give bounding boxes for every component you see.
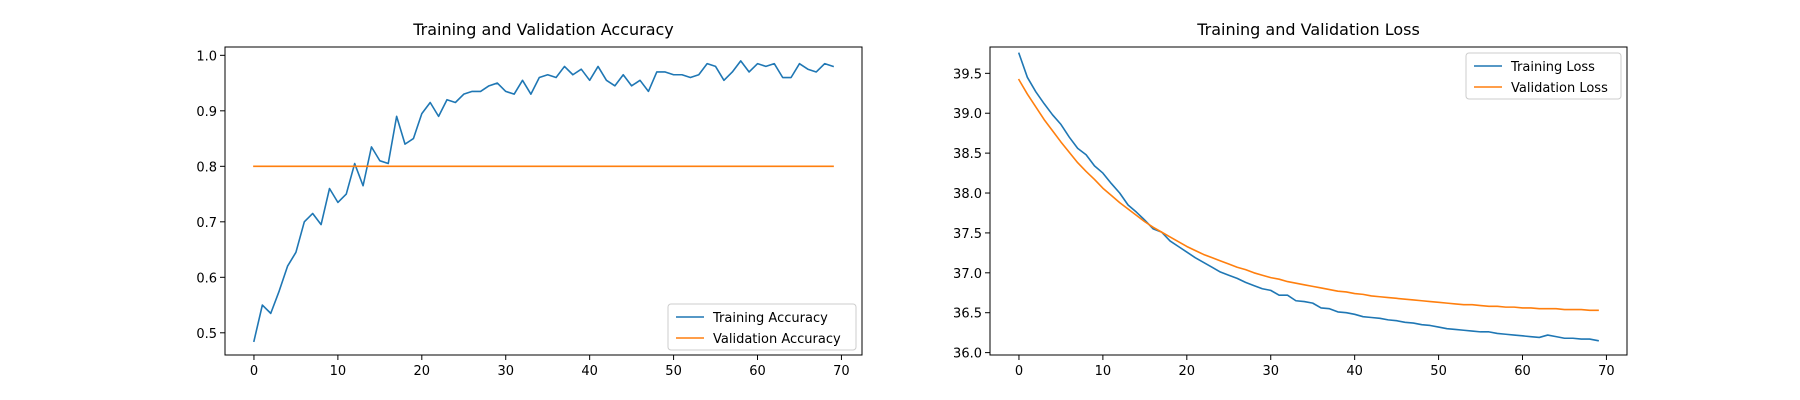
x-tick-label: 70 (833, 364, 850, 379)
loss-chart: Training and Validation Loss 0 10 20 30 40 50 6… (953, 20, 1628, 379)
y-tick-label: 36.5 (953, 307, 982, 322)
series-line-training-loss (1017, 52, 1599, 342)
plot-frame (989, 46, 1628, 356)
x-tick-label: 40 (581, 364, 598, 379)
x-tick-label: 50 (665, 364, 682, 379)
legend-label: Training Loss (1510, 60, 1595, 75)
plot-frame (224, 46, 863, 356)
x-tick-label: 60 (1514, 364, 1531, 379)
y-tick-label: 36.0 (953, 347, 982, 362)
x-tick-label: 0 (250, 364, 258, 379)
x-tick-label: 10 (330, 364, 347, 379)
series-line-validation-loss (1017, 78, 1599, 312)
legend-box (1465, 52, 1622, 100)
y-tick-label: 39.0 (953, 107, 982, 122)
chart-title: Training and Validation Loss (1196, 20, 1420, 39)
y-tick-label: 1.0 (196, 49, 217, 64)
legend-label: Validation Loss (1511, 81, 1608, 96)
legend-label: Validation Accuracy (713, 332, 841, 347)
x-tick-label: 30 (497, 364, 514, 379)
y-tick-label: 39.5 (953, 67, 982, 82)
chart-title: Training and Validation Accuracy (412, 20, 674, 39)
x-tick-label: 50 (1430, 364, 1447, 379)
x-tick-label: 60 (749, 364, 766, 379)
x-tick-label: 70 (1598, 364, 1615, 379)
x-tick-label: 10 (1095, 364, 1112, 379)
y-tick-label: 0.8 (196, 160, 217, 175)
accuracy-chart: Training and Validation Accuracy 0 10 20 30 4… (196, 20, 863, 379)
x-tick-label: 20 (1179, 364, 1196, 379)
y-tick-label: 0.9 (196, 105, 217, 120)
legend: Training Loss Validation Loss (1465, 52, 1622, 100)
y-tick-label: 0.6 (196, 271, 217, 286)
y-tick-label: 38.0 (953, 187, 982, 202)
series-line-training-accuracy (252, 60, 835, 343)
legend-label: Training Accuracy (712, 311, 828, 326)
x-tick-label: 30 (1262, 364, 1279, 379)
x-tick-label: 20 (414, 364, 431, 379)
x-tick-label: 0 (1015, 364, 1023, 379)
y-tick-label: 0.5 (196, 327, 217, 342)
y-tick-label: 38.5 (953, 147, 982, 162)
legend: Training Accuracy Validation Accuracy (667, 303, 857, 351)
y-tick-label: 37.5 (953, 227, 982, 242)
y-tick-label: 37.0 (953, 267, 982, 282)
x-tick-label: 40 (1346, 364, 1363, 379)
legend-box (667, 303, 857, 351)
y-tick-label: 0.7 (196, 216, 217, 231)
